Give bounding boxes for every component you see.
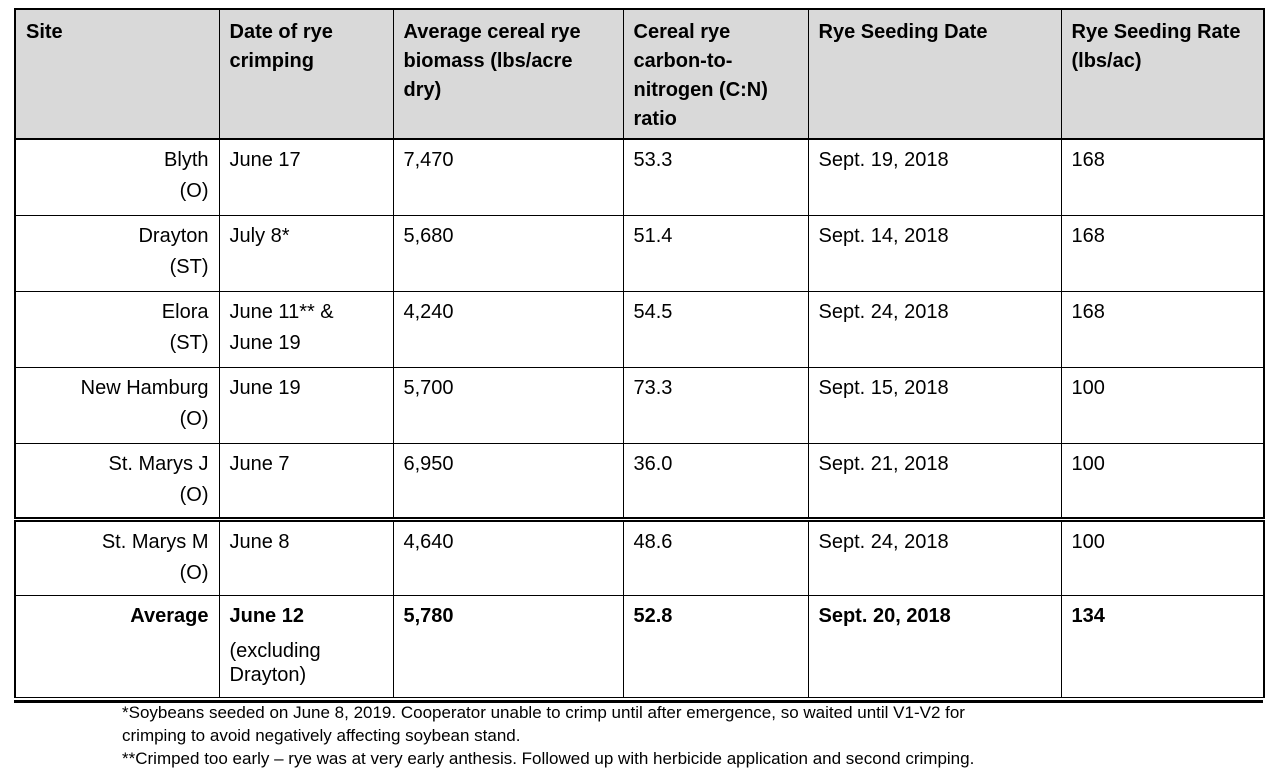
col-header-cn-ratio: Cereal rye carbon-to-nitrogen (C:N) rati… xyxy=(622,8,809,140)
site-cell: St. Marys M (O) xyxy=(14,516,220,596)
seeding-date-cell: Sept. 21, 2018 xyxy=(807,442,1062,520)
footnote-crimped-early: **Crimped too early – rye was at very ea… xyxy=(122,749,975,768)
seeding-date-cell: Sept. 14, 2018 xyxy=(807,214,1062,292)
cn-ratio-cell: 36.0 xyxy=(622,442,809,520)
biomass-cell: 4,240 xyxy=(392,290,624,368)
crimping-date-cell: July 8* xyxy=(218,214,394,292)
seeding-date-cell: Sept. 15, 2018 xyxy=(807,366,1062,444)
seeding-date-cell: Sept. 19, 2018 xyxy=(807,138,1062,216)
seeding-rate-cell: 168 xyxy=(1060,138,1265,216)
table-row-new-hamburg: New Hamburg (O) June 19 5,700 73.3 Sept.… xyxy=(14,366,1265,444)
average-seeding-date-cell: Sept. 20, 2018 xyxy=(807,594,1062,698)
col-header-biomass: Average cereal rye biomass (lbs/acre dry… xyxy=(392,8,624,140)
footnote-soybeans-line-1: *Soybeans seeded on June 8, 2019. Cooper… xyxy=(122,703,965,722)
cn-ratio-cell: 53.3 xyxy=(622,138,809,216)
col-header-seeding-date: Rye Seeding Date xyxy=(807,8,1062,140)
crimping-date-cell: June 7 xyxy=(218,442,394,520)
footnote-soybeans-line-2: crimping to avoid negatively affecting s… xyxy=(122,726,521,745)
crimping-date-cell: June 17 xyxy=(218,138,394,216)
seeding-rate-cell: 100 xyxy=(1060,516,1265,596)
site-cell: Blyth (O) xyxy=(14,138,220,216)
average-crimping-date: June 12 xyxy=(229,604,304,627)
seeding-date-cell: Sept. 24, 2018 xyxy=(807,290,1062,368)
rye-crimping-table-wrap: Site Date of rye crimping Average cereal… xyxy=(14,8,1265,703)
site-cell: Drayton (ST) xyxy=(14,214,220,292)
cn-ratio-cell: 51.4 xyxy=(622,214,809,292)
average-biomass-cell: 5,780 xyxy=(392,594,624,698)
table-row-blyth: Blyth (O) June 17 7,470 53.3 Sept. 19, 2… xyxy=(14,138,1265,216)
biomass-cell: 7,470 xyxy=(392,138,624,216)
table-row-average: Average June 12 (excluding Drayton) 5,780… xyxy=(14,594,1265,698)
crimping-date-cell: June 8 xyxy=(218,516,394,596)
seeding-rate-cell: 168 xyxy=(1060,214,1265,292)
col-header-seeding-rate: Rye Seeding Rate (lbs/ac) xyxy=(1060,8,1265,140)
average-label: Average xyxy=(14,594,220,698)
seeding-rate-cell: 100 xyxy=(1060,442,1265,520)
crimping-date-cell: June 11** & June 19 xyxy=(218,290,394,368)
cn-ratio-cell: 48.6 xyxy=(622,516,809,596)
biomass-cell: 5,700 xyxy=(392,366,624,444)
table-row-elora: Elora (ST) June 11** & June 19 4,240 54.… xyxy=(14,290,1265,368)
seeding-date-cell: Sept. 24, 2018 xyxy=(807,516,1062,596)
table-row-drayton: Drayton (ST) July 8* 5,680 51.4 Sept. 14… xyxy=(14,214,1265,292)
biomass-cell: 4,640 xyxy=(392,516,624,596)
table-row-st-marys-m: St. Marys M (O) June 8 4,640 48.6 Sept. … xyxy=(14,516,1265,596)
site-cell: Elora (ST) xyxy=(14,290,220,368)
site-cell: St. Marys J (O) xyxy=(14,442,220,520)
header-row: Site Date of rye crimping Average cereal… xyxy=(14,8,1265,140)
cn-ratio-cell: 73.3 xyxy=(622,366,809,444)
biomass-cell: 6,950 xyxy=(392,442,624,520)
biomass-cell: 5,680 xyxy=(392,214,624,292)
average-seeding-rate-cell: 134 xyxy=(1060,594,1265,698)
table-bottom-rule xyxy=(14,699,1263,703)
cn-ratio-cell: 54.5 xyxy=(622,290,809,368)
rye-crimping-table: Site Date of rye crimping Average cereal… xyxy=(14,8,1265,698)
average-crimping-date-note: (excluding Drayton) xyxy=(229,639,321,686)
col-header-site: Site xyxy=(14,8,220,140)
average-cn-ratio-cell: 52.8 xyxy=(622,594,809,698)
site-cell: New Hamburg (O) xyxy=(14,366,220,444)
footnotes: *Soybeans seeded on June 8, 2019. Cooper… xyxy=(122,701,1272,769)
crimping-date-cell: June 19 xyxy=(218,366,394,444)
seeding-rate-cell: 168 xyxy=(1060,290,1265,368)
average-crimping-date-cell: June 12 (excluding Drayton) xyxy=(218,594,394,698)
seeding-rate-cell: 100 xyxy=(1060,366,1265,444)
col-header-crimping-date: Date of rye crimping xyxy=(218,8,394,140)
table-row-st-marys-j: St. Marys J (O) June 7 6,950 36.0 Sept. … xyxy=(14,442,1265,520)
